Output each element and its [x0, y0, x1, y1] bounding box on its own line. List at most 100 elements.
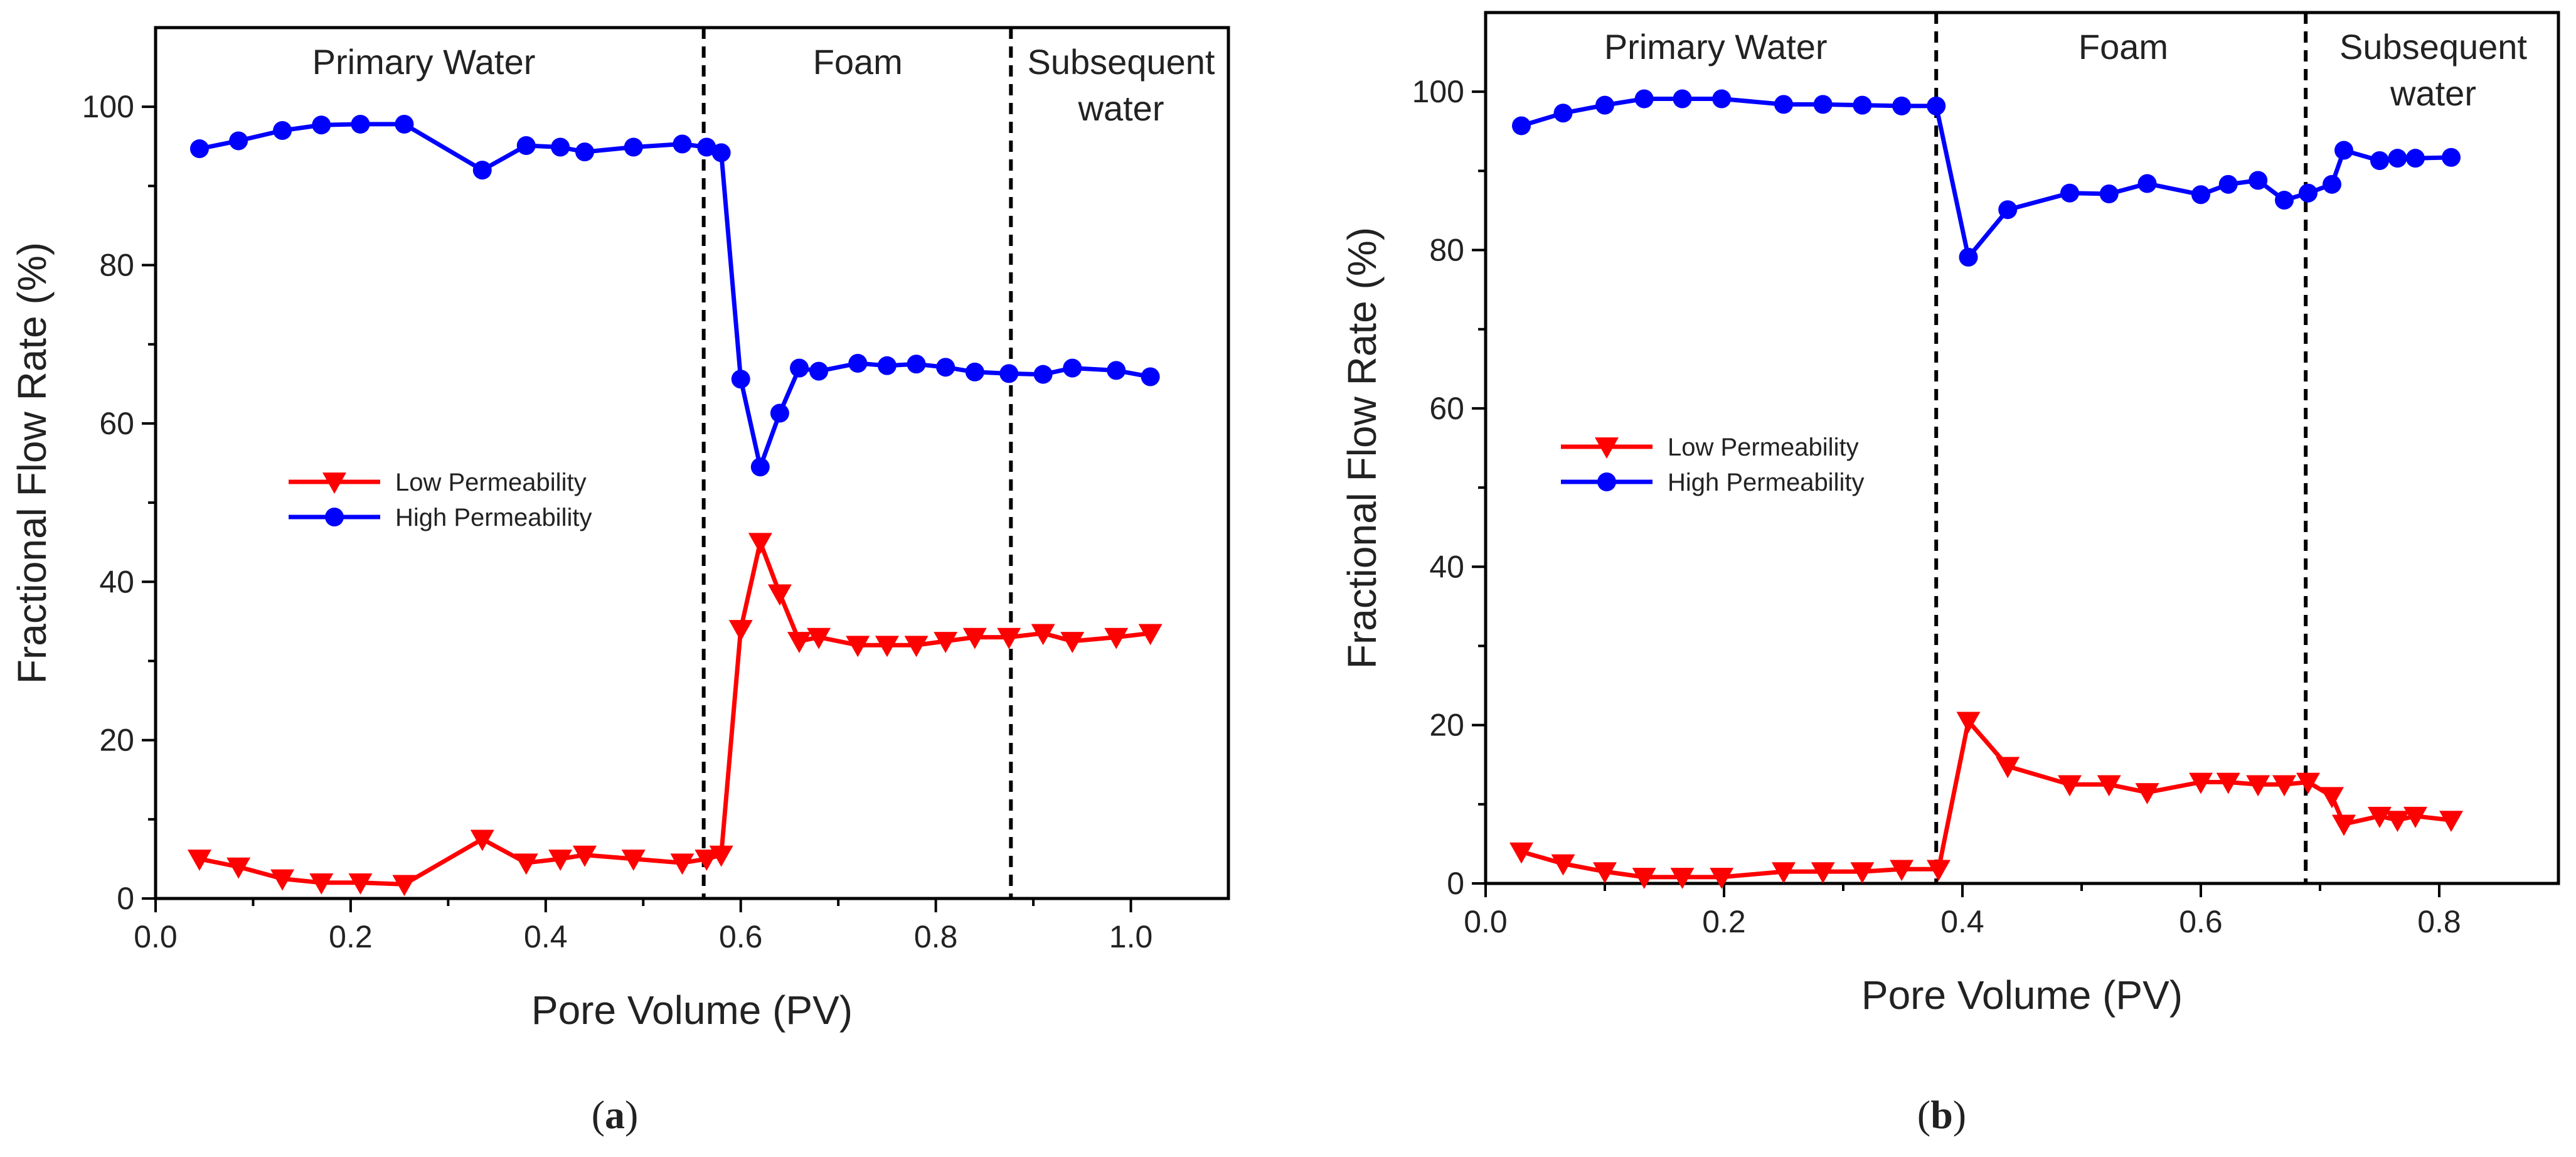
data-point — [1141, 367, 1160, 387]
x-tick-label: 0.2 — [329, 919, 373, 954]
data-point — [2370, 151, 2389, 170]
data-point — [189, 139, 209, 159]
data-point — [936, 358, 955, 377]
data-point — [226, 857, 251, 879]
data-point — [673, 134, 692, 154]
x-tick-label: 0.0 — [1464, 904, 1508, 939]
y-tick-label: 0 — [117, 881, 134, 916]
data-point — [1551, 854, 1575, 876]
data-point — [395, 114, 414, 134]
data-point — [1813, 95, 1833, 114]
panel-label: (a) — [592, 1092, 639, 1137]
data-point — [1927, 860, 1951, 882]
region-label: water — [1078, 88, 1164, 128]
data-point — [2275, 191, 2294, 210]
x-tick-label: 0.8 — [914, 919, 958, 954]
data-point — [787, 632, 811, 653]
data-point — [1892, 96, 1912, 115]
data-point — [1712, 89, 1732, 109]
plot-frame — [1484, 11, 2560, 885]
data-point — [1593, 862, 1617, 884]
data-point — [229, 131, 248, 151]
data-point — [848, 354, 868, 373]
chart-panel-a: 0.0 0.2 0.4 0.6 0.8 1.0 0 20 40 60 80 100 Pore Volum… — [9, 26, 1230, 1137]
data-point — [1632, 868, 1656, 889]
data-point — [770, 403, 789, 423]
data-point — [2323, 174, 2341, 194]
legend-marker — [325, 508, 344, 526]
data-point — [1927, 96, 1946, 115]
data-point — [1850, 862, 1875, 884]
data-point — [2368, 806, 2392, 828]
data-point — [695, 850, 719, 871]
panel-label-open: ( — [592, 1092, 605, 1137]
x-tick-label: 0.4 — [1940, 904, 1984, 939]
y-tick-label: 0 — [1447, 866, 1464, 901]
data-point — [1853, 95, 1872, 115]
legend-marker — [1597, 472, 1616, 491]
data-point — [1553, 104, 1573, 123]
region-label: water — [2390, 73, 2476, 113]
data-point — [1670, 868, 1695, 889]
data-point — [548, 850, 573, 871]
y-tick-label: 20 — [99, 723, 134, 758]
data-point — [1107, 361, 1126, 380]
data-point — [750, 457, 770, 477]
data-point — [1033, 365, 1053, 384]
data-point — [2385, 811, 2410, 833]
data-point — [2299, 183, 2318, 203]
data-point — [1710, 868, 1734, 889]
data-point — [711, 143, 731, 163]
panel-label: (b) — [1917, 1092, 1966, 1137]
data-point — [1959, 247, 1978, 267]
data-point — [1774, 95, 1793, 114]
data-point — [807, 627, 831, 649]
region-label: Foam — [813, 42, 903, 82]
x-tick-label: 0.6 — [719, 919, 763, 954]
x-tick-label: 0.8 — [2417, 904, 2461, 939]
data-point — [2137, 174, 2157, 193]
region-label: Foam — [2078, 27, 2168, 67]
region-label: Primary Water — [1604, 27, 1828, 67]
data-point — [934, 632, 958, 653]
data-point — [2135, 783, 2159, 804]
x-tick-label: 1.0 — [1109, 919, 1153, 954]
panel-label-open: ( — [1917, 1092, 1930, 1137]
data-point — [709, 845, 733, 867]
legend-marker — [1595, 437, 1619, 459]
data-point — [2060, 183, 2079, 203]
data-point — [790, 358, 809, 378]
data-point — [731, 370, 750, 389]
data-point — [1512, 116, 1531, 136]
x-tick-label: 0.0 — [134, 919, 178, 954]
data-point — [1509, 842, 1533, 864]
panel-label-letter: b — [1930, 1092, 1953, 1137]
x-axis-title: Pore Volume (PV) — [1861, 973, 2183, 1018]
data-point — [551, 137, 570, 157]
data-point — [351, 114, 370, 134]
data-point — [2189, 772, 2213, 794]
data-point — [472, 161, 492, 180]
data-point — [273, 121, 292, 141]
region-label: Primary Water — [312, 42, 536, 82]
data-point — [1595, 95, 1614, 115]
data-point — [907, 355, 926, 374]
data-point — [270, 869, 295, 891]
data-point — [470, 829, 494, 851]
data-point — [2320, 787, 2344, 809]
y-axis-title: Fractional Flow Rate (%) — [1339, 227, 1385, 669]
data-point — [1673, 89, 1692, 109]
y-tick-label: 100 — [1412, 74, 1464, 109]
legend-label: High Permeability — [1668, 469, 1864, 496]
data-point — [2099, 184, 2119, 203]
data-point — [2406, 149, 2425, 168]
data-point — [2388, 149, 2407, 168]
region-label: Subsequent — [1028, 42, 1215, 82]
data-point — [2332, 814, 2356, 836]
y-tick-label: 80 — [1429, 233, 1464, 268]
data-point — [962, 627, 987, 649]
legend-label: Low Permeability — [1668, 434, 1859, 461]
legend-label: High Permeability — [395, 504, 592, 531]
data-point — [1634, 89, 1654, 109]
